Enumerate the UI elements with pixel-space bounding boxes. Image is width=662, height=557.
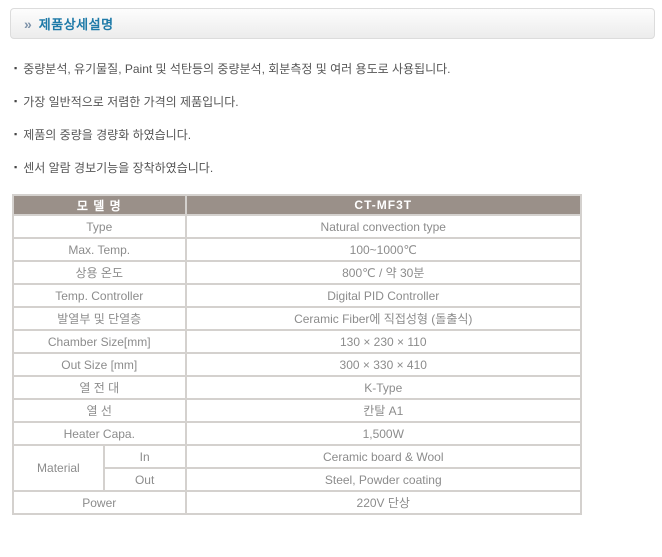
table-row-material-out: Out Steel, Powder coating — [13, 467, 582, 492]
spec-value: 칸탈 A1 — [184, 398, 582, 423]
section-header: » 제품상세설명 — [10, 8, 655, 39]
material-in-label: In — [102, 444, 187, 469]
list-item-text: 센서 알람 경보기능을 장착하였습니다. — [23, 161, 214, 175]
spec-label: Out Size [mm] — [12, 352, 187, 377]
table-header-row: 모 델 명 CT-MF3T — [12, 194, 582, 216]
page-title: 제품상세설명 — [38, 17, 114, 32]
material-out-label: Out — [102, 467, 187, 492]
material-label: Material — [12, 444, 105, 492]
spec-label: Temp. Controller — [12, 283, 187, 308]
bullet-icon: ▪ — [14, 96, 18, 106]
table-row: Out Size [mm] 300 × 330 × 410 — [12, 352, 582, 377]
table-row-power: Power 220V 단상 — [12, 490, 582, 515]
model-value-header: CT-MF3T — [184, 194, 582, 216]
list-item: ▪ 가장 일반적으로 저렴한 가격의 제품입니다. — [14, 95, 662, 109]
list-item: ▪ 센서 알람 경보기능을 장착하였습니다. — [14, 161, 662, 175]
chevron-right-icon: » — [24, 15, 32, 32]
spec-label: Max. Temp. — [12, 237, 187, 262]
bullet-icon: ▪ — [14, 129, 18, 139]
table-row: 열 선 칸탈 A1 — [12, 398, 582, 423]
spec-label: Chamber Size[mm] — [12, 329, 187, 354]
table-row: Temp. Controller Digital PID Controller — [12, 283, 582, 308]
table-row: Chamber Size[mm] 130 × 230 × 110 — [12, 329, 582, 354]
table-row: Max. Temp. 100~1000℃ — [12, 237, 582, 262]
material-out-value: Steel, Powder coating — [184, 467, 582, 492]
table-row: 열 전 대 K-Type — [12, 375, 582, 400]
table-row-material-in: Material In Ceramic board & Wool — [12, 444, 582, 492]
spec-label: Type — [12, 214, 187, 239]
table-row: 상용 온도 800℃ / 약 30분 — [12, 260, 582, 285]
spec-value: 100~1000℃ — [184, 237, 582, 262]
model-name-header: 모 델 명 — [12, 194, 187, 216]
spec-value: K-Type — [184, 375, 582, 400]
spec-label: 열 전 대 — [12, 375, 187, 400]
spec-label: Heater Capa. — [12, 421, 187, 446]
power-label: Power — [12, 490, 187, 515]
list-item: ▪ 제품의 중량을 경량화 하였습니다. — [14, 128, 662, 142]
list-item-text: 가장 일반적으로 저렴한 가격의 제품입니다. — [23, 95, 239, 109]
spec-label: 상용 온도 — [12, 260, 187, 285]
spec-value: 800℃ / 약 30분 — [184, 260, 582, 285]
table-row: Heater Capa. 1,500W — [12, 421, 582, 446]
list-item-text: 중량분석, 유기물질, Paint 및 석탄등의 중량분석, 회분측정 및 여러… — [23, 62, 451, 76]
power-value: 220V 단상 — [184, 490, 582, 515]
spec-value: Ceramic Fiber에 직접성형 (돌출식) — [184, 306, 582, 331]
spec-label: 발열부 및 단열층 — [12, 306, 187, 331]
spec-value: 300 × 330 × 410 — [184, 352, 582, 377]
feature-list: ▪ 중량분석, 유기물질, Paint 및 석탄등의 중량분석, 회분측정 및 … — [14, 62, 662, 175]
material-in-value: Ceramic board & Wool — [184, 444, 582, 469]
spec-table: 모 델 명 CT-MF3T Type Natural convection ty… — [12, 194, 582, 515]
list-item: ▪ 중량분석, 유기물질, Paint 및 석탄등의 중량분석, 회분측정 및 … — [14, 62, 662, 76]
bullet-icon: ▪ — [14, 63, 18, 73]
table-row: Type Natural convection type — [12, 214, 582, 239]
spec-value: Natural convection type — [184, 214, 582, 239]
table-row: 발열부 및 단열층 Ceramic Fiber에 직접성형 (돌출식) — [12, 306, 582, 331]
bullet-icon: ▪ — [14, 162, 18, 172]
spec-label: 열 선 — [12, 398, 187, 423]
spec-value: Digital PID Controller — [184, 283, 582, 308]
spec-value: 130 × 230 × 110 — [184, 329, 582, 354]
spec-value: 1,500W — [184, 421, 582, 446]
list-item-text: 제품의 중량을 경량화 하였습니다. — [23, 128, 192, 142]
